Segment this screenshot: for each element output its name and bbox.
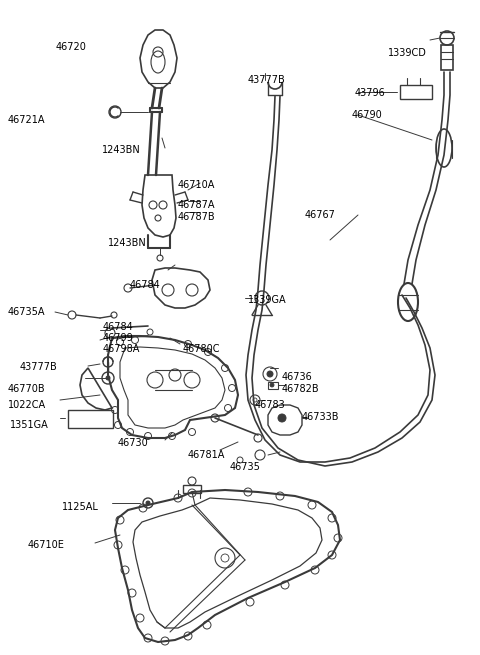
Text: 1243BN: 1243BN [108, 238, 147, 248]
Text: 46784: 46784 [130, 280, 161, 290]
Text: 1022CA: 1022CA [8, 400, 46, 410]
Text: 46736: 46736 [282, 372, 313, 382]
Text: 46710E: 46710E [28, 540, 65, 550]
Text: 46781A: 46781A [188, 450, 226, 460]
Text: 1339CD: 1339CD [388, 48, 427, 58]
Circle shape [270, 383, 274, 387]
Text: 46784: 46784 [103, 322, 134, 332]
Circle shape [146, 501, 150, 505]
Text: 46783: 46783 [255, 400, 286, 410]
Bar [68, 410, 113, 428]
Text: 46733B: 46733B [302, 412, 339, 422]
Text: 1125AL: 1125AL [62, 502, 99, 512]
Text: 46767: 46767 [305, 210, 336, 220]
Text: 46787A: 46787A [178, 200, 216, 210]
Text: 1351GA: 1351GA [10, 420, 49, 430]
Text: 46782B: 46782B [282, 384, 320, 394]
Text: 46790: 46790 [352, 110, 383, 120]
Text: 46710A: 46710A [178, 180, 216, 190]
Circle shape [106, 376, 110, 380]
Text: 46798A: 46798A [103, 344, 140, 354]
Text: 43796: 43796 [355, 88, 386, 98]
Text: 46770B: 46770B [8, 384, 46, 394]
Text: 46720: 46720 [56, 42, 87, 52]
Circle shape [278, 414, 286, 422]
Bar [441, 45, 453, 70]
Text: 46799: 46799 [103, 333, 134, 343]
Text: 46787B: 46787B [178, 212, 216, 222]
Text: 46721A: 46721A [8, 115, 46, 125]
Text: 1339GA: 1339GA [248, 295, 287, 305]
Text: 46735: 46735 [230, 462, 261, 472]
Text: 1243BN: 1243BN [102, 145, 141, 155]
Bar [268, 382, 278, 389]
Text: 43777B: 43777B [20, 362, 58, 372]
Bar [183, 485, 201, 493]
Text: 46780C: 46780C [183, 344, 220, 354]
Circle shape [267, 371, 273, 377]
Text: 46730: 46730 [118, 438, 149, 448]
Text: 43777B: 43777B [248, 75, 286, 85]
Bar [400, 85, 432, 99]
Text: 46735A: 46735A [8, 307, 46, 317]
